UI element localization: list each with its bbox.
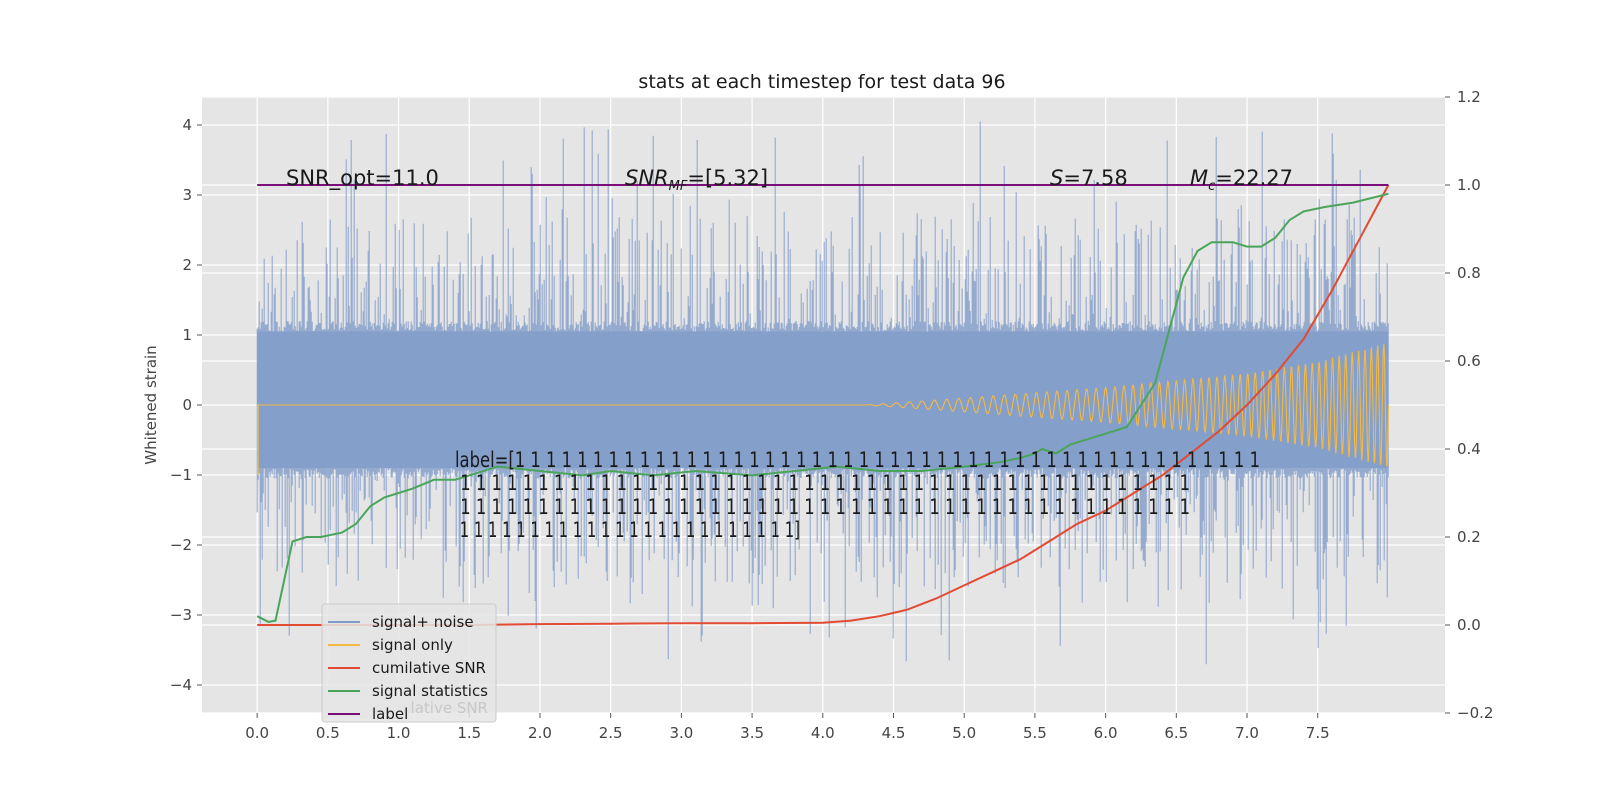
y-tick-label: −3 xyxy=(170,606,192,624)
y2-tick-label: 0.8 xyxy=(1457,264,1481,282)
annotation-mc-value: Mc=22.27 xyxy=(1190,166,1293,194)
y2-tick-label: 0.0 xyxy=(1457,616,1481,634)
signal-only-trace xyxy=(257,343,1389,467)
legend-entries: signal+ noise signal only cumilative SNR si… xyxy=(328,613,488,723)
y-tick-label: 4 xyxy=(182,116,192,134)
x-tick-label: 1.0 xyxy=(387,724,411,742)
annotation-label-line: 1 1 1 1 1 1 1 1 1 1 1 1 1 1 1 1 1 1 1 1 … xyxy=(455,471,1190,495)
x-tick-label: 3.0 xyxy=(669,724,693,742)
legend-label: label xyxy=(372,705,408,723)
x-tick-label: 6.5 xyxy=(1164,724,1188,742)
x-tick-label: 4.5 xyxy=(882,724,906,742)
x-tick-label: 7.5 xyxy=(1306,724,1330,742)
annotation-snr-opt: SNR_opt=11.0 xyxy=(286,166,439,191)
legend-label: signal statistics xyxy=(372,682,488,700)
cumulative-snr-line xyxy=(257,184,1390,626)
x-tick-label: 0.0 xyxy=(245,724,269,742)
y-tick-label: 3 xyxy=(182,186,192,204)
y2-tick-label: 1.0 xyxy=(1457,176,1481,194)
y-tick-label: −4 xyxy=(170,676,192,694)
signal-only-series xyxy=(257,343,1389,467)
legend-label: signal only xyxy=(372,636,453,654)
x-tick-label: 0.5 xyxy=(316,724,340,742)
x-tick-label: 6.0 xyxy=(1094,724,1118,742)
y2-tick-label: 0.2 xyxy=(1457,528,1481,546)
x-tick-label: 4.0 xyxy=(811,724,835,742)
legend-label: cumilative SNR xyxy=(372,659,486,677)
y2-tick-label: 1.2 xyxy=(1457,88,1481,106)
annotation-snr-mf: SNRMF=[5.32] xyxy=(625,166,768,194)
annotation-label-line: label=[1 1 1 1 1 1 1 1 1 1 1 1 1 1 1 1 1… xyxy=(455,448,1260,472)
x-tick-label: 2.5 xyxy=(599,724,623,742)
y-tick-label: −2 xyxy=(170,536,192,554)
legend-box xyxy=(321,603,497,723)
x-tick-label: 7.0 xyxy=(1235,724,1259,742)
x-tick-label: 1.5 xyxy=(457,724,481,742)
x-tick-label: 2.0 xyxy=(528,724,552,742)
annotation-label-line: 1 1 1 1 1 1 1 1 1 1 1 1 1 1 1 1 1 1 1 1 … xyxy=(455,518,800,542)
annotations-layer: SNR_opt=11.0 SNRMF=[5.32] S=7.58 Mc=22.2… xyxy=(286,166,1293,542)
axes-layer: 0.0 0.5 1.0 1.5 2.0 2.5 3.0 3.5 4.0 4.5 5.0 5.5 6.0 6… xyxy=(170,88,1494,742)
signal-statistics-line xyxy=(256,192,1389,623)
y-tick-label: −1 xyxy=(170,466,192,484)
y-tick-label: 2 xyxy=(182,256,192,274)
y2-tick-label: −0.2 xyxy=(1457,704,1493,722)
x-tick-label: 5.0 xyxy=(952,724,976,742)
legend-label: signal+ noise xyxy=(372,613,474,631)
x-tick-label: 5.5 xyxy=(1023,724,1047,742)
annotation-s-value: S=7.58 xyxy=(1050,166,1128,190)
annotation-label-line: 1 1 1 1 1 1 1 1 1 1 1 1 1 1 1 1 1 1 1 1 … xyxy=(455,495,1190,519)
y-tick-label: 0 xyxy=(182,396,192,414)
line-series xyxy=(256,184,1390,626)
x-tick-label: 3.5 xyxy=(740,724,764,742)
y2-tick-label: 0.4 xyxy=(1457,440,1481,458)
y-tick-label: 1 xyxy=(182,326,192,344)
y2-tick-label: 0.6 xyxy=(1457,352,1481,370)
chart-title: stats at each timestep for test data 96 xyxy=(638,71,1005,93)
legend: cumilative SNR signal+ noise signal only c… xyxy=(321,603,497,723)
y-axis-label: Whitened strain xyxy=(142,345,160,464)
